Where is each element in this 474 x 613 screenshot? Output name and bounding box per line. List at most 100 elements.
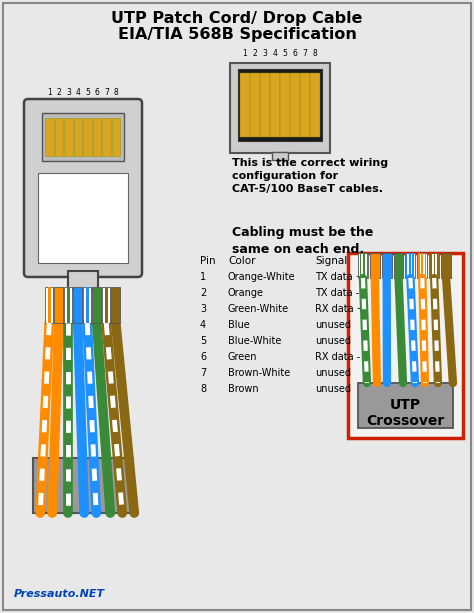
Bar [393,253,403,278]
Text: Color: Color [228,256,255,266]
Text: Blue-White: Blue-White [228,336,282,346]
Bar [42,113,124,161]
Text: Brown: Brown [228,384,259,394]
Text: 8: 8 [200,384,206,394]
Bar [405,253,415,278]
Bar [86,287,87,323]
Bar [418,253,427,278]
Text: 1: 1 [200,272,206,282]
Bar [410,253,411,278]
Bar [33,458,133,513]
Bar [348,253,463,438]
Bar [102,287,110,323]
Text: RX data -: RX data - [315,352,360,362]
Bar [301,73,310,137]
Bar [425,253,426,278]
Text: 8: 8 [114,88,118,97]
Bar [73,287,82,323]
Text: 2: 2 [57,88,62,97]
Text: 6: 6 [200,352,206,362]
Bar [48,287,49,323]
Bar [72,287,73,323]
Bar [67,287,68,323]
Bar [422,253,423,278]
Bar [83,287,91,323]
Text: UTP
Crossover: UTP Crossover [366,398,445,428]
Bar [68,271,98,289]
Bar [360,253,361,278]
Text: 7: 7 [200,368,206,378]
Bar [434,253,435,278]
Bar [272,152,288,160]
Bar [92,287,101,323]
Bar [438,253,439,278]
Text: EIA/TIA 568B Specification: EIA/TIA 568B Specification [118,27,356,42]
Bar [238,69,322,141]
Text: 6: 6 [292,49,298,58]
Bar [111,287,120,323]
Text: 5: 5 [85,88,90,97]
Bar [409,253,410,278]
Bar [270,73,280,137]
Bar [367,253,368,278]
Bar [112,118,120,156]
Bar [431,253,432,278]
Text: 2: 2 [200,288,206,298]
Bar [441,253,451,278]
Bar [250,73,260,137]
Bar [290,73,300,137]
FancyBboxPatch shape [24,99,142,277]
Text: 4: 4 [200,320,206,330]
Bar [280,73,290,137]
Bar [55,287,63,323]
Text: 5: 5 [283,49,287,58]
Text: 1: 1 [47,88,52,97]
Text: Blue: Blue [228,320,250,330]
Text: 1: 1 [243,49,247,58]
Text: 5: 5 [200,336,206,346]
Bar [406,253,407,278]
Text: Green-White: Green-White [228,304,289,314]
Text: unused: unused [315,320,351,330]
Bar [102,287,103,323]
Bar [370,253,380,278]
Bar [74,118,82,156]
Text: 2: 2 [253,49,257,58]
Bar [230,63,330,153]
Bar [38,173,128,263]
Bar [64,287,73,323]
Bar [358,383,453,428]
Bar [433,253,434,278]
Bar [419,253,420,278]
Bar [260,73,270,137]
Bar [382,253,392,278]
Text: 4: 4 [76,88,81,97]
Text: Green: Green [228,352,257,362]
Bar [310,73,319,137]
Text: RX data +: RX data + [315,304,365,314]
Text: TX data -: TX data - [315,288,359,298]
Text: 3: 3 [263,49,267,58]
Bar [83,287,84,323]
Bar [437,253,438,278]
Bar [87,287,88,323]
Bar [429,253,439,278]
Bar [83,118,92,156]
Bar [64,118,73,156]
Text: This is the correct wiring
configuration for
CAT-5/100 BaseT cables.: This is the correct wiring configuration… [232,158,388,194]
Text: Orange: Orange [228,288,264,298]
Bar [49,287,50,323]
Text: UTP Patch Cord/ Drop Cable: UTP Patch Cord/ Drop Cable [111,11,363,26]
Text: Pressauto.NET: Pressauto.NET [14,589,105,599]
Bar [413,253,414,278]
Text: Pin: Pin [200,256,216,266]
Text: unused: unused [315,336,351,346]
Text: 7: 7 [104,88,109,97]
Bar [106,287,107,323]
Bar [45,287,54,323]
Text: unused: unused [315,384,351,394]
Bar [68,287,69,323]
Text: 7: 7 [302,49,308,58]
Bar [358,253,368,278]
Text: Brown-White: Brown-White [228,368,290,378]
